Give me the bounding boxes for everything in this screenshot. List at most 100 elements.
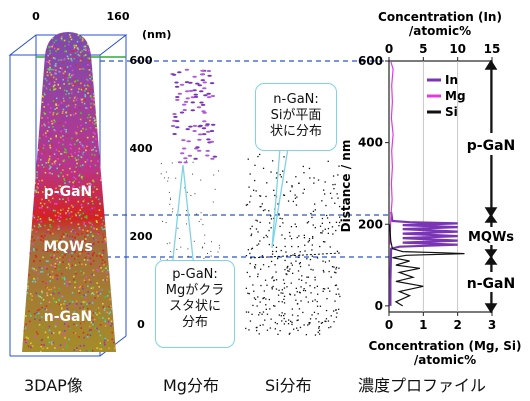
si-atom bbox=[307, 241, 309, 243]
mg-atom bbox=[160, 163, 162, 165]
si-atom bbox=[303, 172, 305, 174]
si-atom bbox=[282, 292, 284, 294]
si-atom bbox=[295, 226, 297, 228]
mg-cluster bbox=[170, 125, 176, 127]
si-atom bbox=[322, 288, 325, 290]
mg-cluster bbox=[184, 68, 190, 71]
si-atom bbox=[316, 300, 318, 303]
si-atom bbox=[261, 203, 263, 205]
si-atom bbox=[286, 286, 288, 288]
mg-cluster bbox=[186, 140, 191, 143]
si-atom bbox=[253, 297, 256, 299]
si-atom bbox=[262, 311, 265, 313]
si-atom bbox=[311, 216, 313, 219]
si-atom bbox=[265, 304, 267, 306]
si-atom bbox=[316, 305, 319, 307]
mg-atom bbox=[200, 218, 202, 220]
si-atom bbox=[273, 305, 275, 307]
si-atom bbox=[318, 321, 320, 323]
mg-cluster bbox=[200, 79, 205, 82]
si-atom bbox=[312, 236, 314, 238]
si-atom bbox=[327, 320, 330, 322]
plot-frame bbox=[388, 60, 493, 313]
si-atom bbox=[303, 237, 306, 239]
si-atom bbox=[259, 206, 261, 208]
si-atom bbox=[333, 310, 335, 312]
mg-cluster bbox=[177, 71, 182, 74]
si-atom bbox=[283, 317, 285, 320]
mg-cluster bbox=[209, 130, 215, 132]
chart-series bbox=[389, 60, 465, 307]
mg-cluster bbox=[179, 111, 185, 114]
si-atom bbox=[313, 177, 315, 179]
mg-atom bbox=[192, 161, 194, 163]
mg-cluster bbox=[200, 69, 205, 72]
si-atom bbox=[260, 284, 262, 287]
si-atom bbox=[307, 301, 309, 303]
legend-label-in: In bbox=[445, 73, 458, 87]
si-atom bbox=[296, 327, 298, 329]
si-atom bbox=[298, 263, 301, 265]
si-atom bbox=[334, 300, 336, 302]
si-atom bbox=[314, 276, 316, 278]
si-atom bbox=[259, 153, 261, 156]
bottom-tick-label: 0 bbox=[385, 318, 393, 332]
si-atom bbox=[297, 315, 299, 317]
si-atom bbox=[292, 254, 294, 256]
si-atom bbox=[279, 225, 281, 228]
si-atom bbox=[324, 320, 326, 322]
si-atom bbox=[327, 287, 329, 289]
si-atom bbox=[252, 304, 254, 307]
si-atom bbox=[273, 189, 275, 191]
si-atom bbox=[298, 235, 300, 237]
region-label-ngan: n-GaN bbox=[467, 276, 515, 292]
si-atom bbox=[292, 272, 294, 274]
si-atom bbox=[339, 295, 341, 298]
si-atom bbox=[271, 253, 274, 255]
si-atom bbox=[319, 225, 322, 227]
si-atom bbox=[290, 226, 293, 228]
si-atom bbox=[268, 298, 270, 301]
si-atom bbox=[264, 279, 267, 281]
si-atom bbox=[310, 292, 312, 294]
si-atom bbox=[259, 324, 261, 327]
mg-cluster bbox=[210, 157, 215, 160]
chart-y-label: Distance / nm bbox=[339, 140, 353, 233]
si-atom bbox=[310, 268, 312, 271]
si-atom bbox=[289, 294, 292, 296]
si-atom bbox=[258, 333, 260, 335]
si-atom bbox=[255, 228, 258, 230]
si-atom bbox=[317, 179, 320, 181]
mg-atom bbox=[218, 170, 219, 172]
mg-atom bbox=[207, 253, 208, 254]
mg-cluster bbox=[172, 133, 177, 135]
si-atom bbox=[308, 323, 310, 325]
mg-cluster bbox=[184, 81, 190, 84]
si-atom bbox=[322, 269, 324, 272]
si-atom bbox=[324, 193, 326, 195]
mg-cluster bbox=[209, 82, 215, 85]
mg-cluster bbox=[206, 70, 212, 72]
si-atom bbox=[263, 236, 265, 239]
mg-cluster bbox=[202, 81, 207, 84]
mg-atom bbox=[218, 244, 220, 246]
si-atom bbox=[309, 318, 312, 320]
mg-cluster bbox=[206, 96, 212, 99]
si-atom bbox=[299, 326, 302, 329]
si-atom bbox=[314, 299, 316, 301]
mg-cluster bbox=[174, 85, 180, 88]
si-atom bbox=[247, 158, 249, 160]
si-atom bbox=[291, 308, 293, 310]
mg-cluster bbox=[181, 147, 187, 150]
si-atom bbox=[265, 195, 267, 198]
mg-atom bbox=[166, 243, 168, 245]
si-atom bbox=[259, 221, 261, 223]
si-atom bbox=[260, 205, 262, 208]
si-atom bbox=[298, 278, 300, 281]
si-atom bbox=[314, 203, 316, 205]
si-atom bbox=[247, 311, 250, 313]
si-atom bbox=[277, 257, 279, 260]
mg-cluster bbox=[211, 123, 216, 126]
si-atom bbox=[259, 301, 261, 303]
